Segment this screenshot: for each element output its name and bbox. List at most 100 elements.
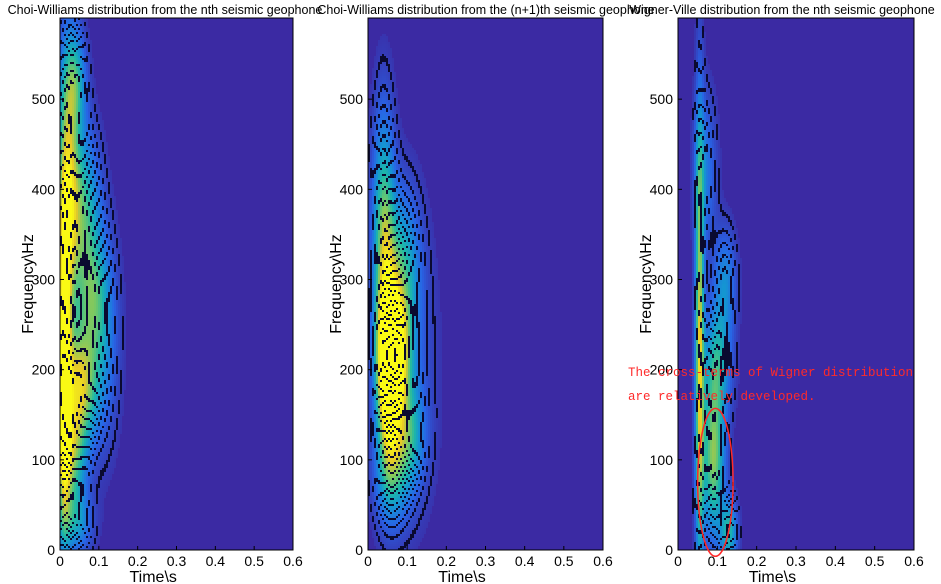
heat-cell: [80, 530, 82, 532]
heat-cell: [78, 444, 80, 446]
heat-cell: [82, 446, 84, 448]
heat-cell: [90, 146, 92, 148]
heat-cell: [66, 234, 68, 236]
heat-cell: [90, 142, 92, 144]
heat-cell: [90, 368, 92, 370]
heat-cell: [66, 228, 68, 230]
heat-cell: [84, 212, 86, 214]
heat-cell: [76, 480, 78, 482]
heat-cell: [90, 436, 92, 438]
heat-cell: [88, 418, 90, 420]
heat-cell: [82, 362, 84, 364]
heat-cell: [70, 380, 72, 382]
heat-cell: [78, 382, 80, 384]
heat-cell: [76, 94, 78, 96]
heat-cell: [72, 394, 74, 396]
heat-cell: [74, 402, 76, 404]
heat-cell: [68, 390, 70, 392]
heat-cell: [64, 98, 66, 100]
heat-cell: [60, 256, 62, 258]
heat-cell: [94, 82, 96, 84]
heat-cell: [66, 426, 68, 428]
heat-cell: [94, 314, 96, 316]
heat-cell: [88, 68, 90, 70]
heat-cell: [90, 198, 92, 200]
heat-cell: [86, 246, 88, 248]
heat-cell: [70, 194, 72, 196]
heat-cell: [70, 344, 72, 346]
heat-cell: [80, 458, 82, 460]
heat-cell: [62, 398, 64, 400]
heat-cell: [92, 172, 94, 174]
heat-cell: [68, 26, 70, 28]
heat-cell: [70, 274, 72, 276]
heat-cell: [84, 346, 86, 348]
heat-cell: [76, 262, 78, 264]
heat-cell: [80, 192, 82, 194]
heat-cell: [88, 48, 90, 50]
heat-cell: [94, 440, 96, 442]
heat-cell: [90, 52, 92, 54]
heat-cell: [92, 384, 94, 386]
heat-cell: [64, 516, 66, 518]
heat-cell: [86, 292, 88, 294]
heat-cell: [92, 108, 94, 110]
heat-cell: [96, 298, 98, 300]
heat-cell: [86, 538, 88, 540]
heat-cell: [94, 498, 96, 500]
heat-cell: [84, 430, 86, 432]
heat-cell: [80, 34, 82, 36]
heat-cell: [92, 276, 94, 278]
heat-cell: [66, 362, 68, 364]
heat-cell: [90, 506, 92, 508]
heat-cell: [64, 92, 66, 94]
heat-cell: [96, 348, 98, 350]
heat-cell: [86, 354, 88, 356]
heat-cell: [82, 100, 84, 102]
heat-cell: [62, 170, 64, 172]
heat-cell: [70, 546, 72, 548]
heat-cell: [92, 144, 94, 146]
heat-cell: [92, 92, 94, 94]
heat-cell: [78, 394, 80, 396]
heat-cell: [80, 30, 82, 32]
heat-cell: [94, 342, 96, 344]
heat-cell: [76, 212, 78, 214]
heat-cell: [84, 216, 86, 218]
heat-cell: [88, 480, 90, 482]
heat-cell: [74, 86, 76, 88]
heat-cell: [96, 184, 98, 186]
heat-cell: [64, 190, 66, 192]
heat-cell: [94, 306, 96, 308]
heat-cell: [84, 112, 86, 114]
heat-cell: [62, 542, 64, 544]
heat-cell: [60, 276, 62, 278]
heat-cell: [90, 520, 92, 522]
heat-cell: [96, 482, 98, 484]
heat-cell: [70, 56, 72, 58]
heat-cell: [78, 254, 80, 256]
heat-cell: [68, 230, 70, 232]
heat-cell: [84, 228, 86, 230]
heat-cell: [84, 174, 86, 176]
heat-cell: [74, 476, 76, 478]
heat-cell: [88, 450, 90, 452]
heat-cell: [72, 168, 74, 170]
heat-cell: [82, 244, 84, 246]
heat-cell: [64, 532, 66, 534]
heat-cell: [68, 218, 70, 220]
heat-cell: [82, 218, 84, 220]
heat-cell: [60, 352, 62, 354]
heat-cell: [88, 298, 90, 300]
heat-cell: [82, 490, 84, 492]
heat-cell: [80, 146, 82, 148]
heat-cell: [74, 192, 76, 194]
heat-cell: [66, 344, 68, 346]
heat-cell: [88, 172, 90, 174]
heat-cell: [74, 178, 76, 180]
heat-cell: [78, 518, 80, 520]
heat-cell: [96, 154, 98, 156]
heat-cell: [94, 144, 96, 146]
heat-cell: [84, 498, 86, 500]
heat-cell: [62, 146, 64, 148]
